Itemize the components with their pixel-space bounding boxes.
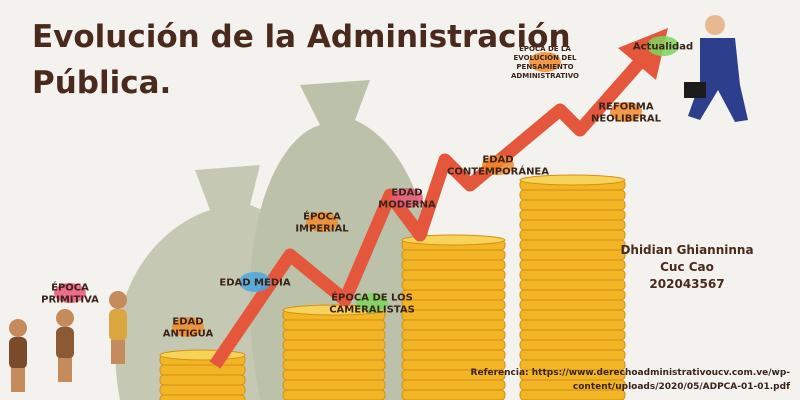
stage-label: MODERNA	[378, 199, 436, 210]
stage-label: Actualidad	[633, 41, 693, 52]
coin	[519, 269, 626, 281]
coin	[401, 339, 506, 351]
stage-label: CAMERALISTAS	[329, 304, 415, 315]
coin	[519, 209, 626, 221]
figure-legs	[111, 340, 125, 364]
money-bags	[115, 80, 437, 400]
coin	[519, 279, 626, 291]
stage-label: ÉPOCA DE LOS	[331, 290, 413, 303]
coin	[401, 389, 506, 400]
coin	[519, 319, 626, 331]
coin	[519, 199, 626, 211]
highlight	[356, 293, 388, 313]
stage-label: ÉPOCA DE LA	[519, 44, 571, 53]
highlight	[54, 283, 86, 303]
figure-body	[9, 337, 27, 369]
figure-head	[56, 309, 74, 327]
coin	[519, 289, 626, 301]
coin	[401, 269, 506, 281]
coin	[519, 259, 626, 271]
stage-label: ÉPOCA	[51, 280, 89, 293]
figure-head	[109, 291, 127, 309]
highlight	[647, 36, 679, 56]
stage-label: EDAD	[482, 154, 513, 165]
stage-label: ADMINISTRATIVO	[511, 72, 579, 80]
coin	[401, 329, 506, 341]
coin	[401, 279, 506, 291]
coin	[159, 374, 246, 386]
coin	[282, 349, 386, 361]
arrow	[209, 57, 645, 369]
coin	[519, 249, 626, 261]
stage-label: CONTEMPORÁNEA	[447, 164, 549, 177]
coin	[519, 389, 626, 400]
coin	[159, 394, 246, 400]
coin	[519, 329, 626, 341]
coin	[519, 349, 626, 361]
coin-top	[159, 349, 246, 361]
title-line: Pública.	[32, 65, 172, 101]
figure-legs	[11, 368, 25, 392]
coin	[282, 339, 386, 351]
coin	[519, 219, 626, 231]
highlight	[391, 188, 423, 208]
coin-top	[519, 174, 626, 186]
title-line: Evolución de la Administración	[32, 19, 571, 55]
coin	[401, 259, 506, 271]
coin	[401, 289, 506, 301]
coin	[401, 309, 506, 321]
coin	[401, 319, 506, 331]
author: Dhidian Ghianninna Cuc Cao 202043567	[612, 242, 762, 293]
businessman-head	[705, 15, 725, 35]
stage-label: EVOLUCIÓN DEL	[514, 53, 578, 62]
coin	[519, 309, 626, 321]
coin	[401, 249, 506, 261]
reference: Referencia: https://www.derechoadministr…	[470, 368, 790, 392]
briefcase	[684, 82, 706, 98]
coin	[519, 239, 626, 251]
stage-label: PRIMITIVA	[41, 294, 99, 305]
coin	[519, 189, 626, 201]
highlight	[529, 52, 561, 72]
stage-label: EDAD	[172, 316, 203, 327]
coin	[159, 364, 246, 376]
title: Evolución de la Administración Pública.	[32, 14, 571, 106]
stage-label: PENSAMIENTO	[516, 63, 573, 71]
coin	[519, 229, 626, 241]
stage-label: REFORMA	[598, 101, 654, 112]
highlight	[482, 155, 514, 175]
figure-body	[109, 309, 127, 341]
coin	[282, 329, 386, 341]
stage-label: EDAD	[391, 187, 422, 198]
stage-label: EDAD MEDIA	[219, 277, 290, 288]
highlight	[172, 317, 204, 337]
coin	[519, 339, 626, 351]
author-line: Cuc Cao	[660, 260, 714, 274]
stage-label: IMPERIAL	[295, 223, 349, 234]
stage-label: ÉPOCA	[303, 209, 341, 222]
figure-body	[56, 327, 74, 359]
coin	[282, 369, 386, 381]
highlight	[610, 102, 642, 122]
coin	[282, 359, 386, 371]
stage-label: ANTIGUA	[163, 328, 214, 339]
highlight	[239, 272, 271, 292]
coin	[282, 379, 386, 391]
author-line: Dhidian Ghianninna	[620, 243, 754, 257]
coin-top	[401, 234, 506, 246]
coin	[282, 319, 386, 331]
stage-label: NEOLIBERAL	[591, 113, 662, 124]
author-line: 202043567	[649, 277, 725, 291]
coin	[401, 299, 506, 311]
coin	[401, 349, 506, 361]
highlight	[306, 212, 338, 232]
figure-legs	[58, 358, 72, 382]
coin	[282, 389, 386, 400]
coin	[519, 299, 626, 311]
coin	[159, 384, 246, 396]
businessman-body	[688, 38, 748, 122]
figure-head	[9, 319, 27, 337]
